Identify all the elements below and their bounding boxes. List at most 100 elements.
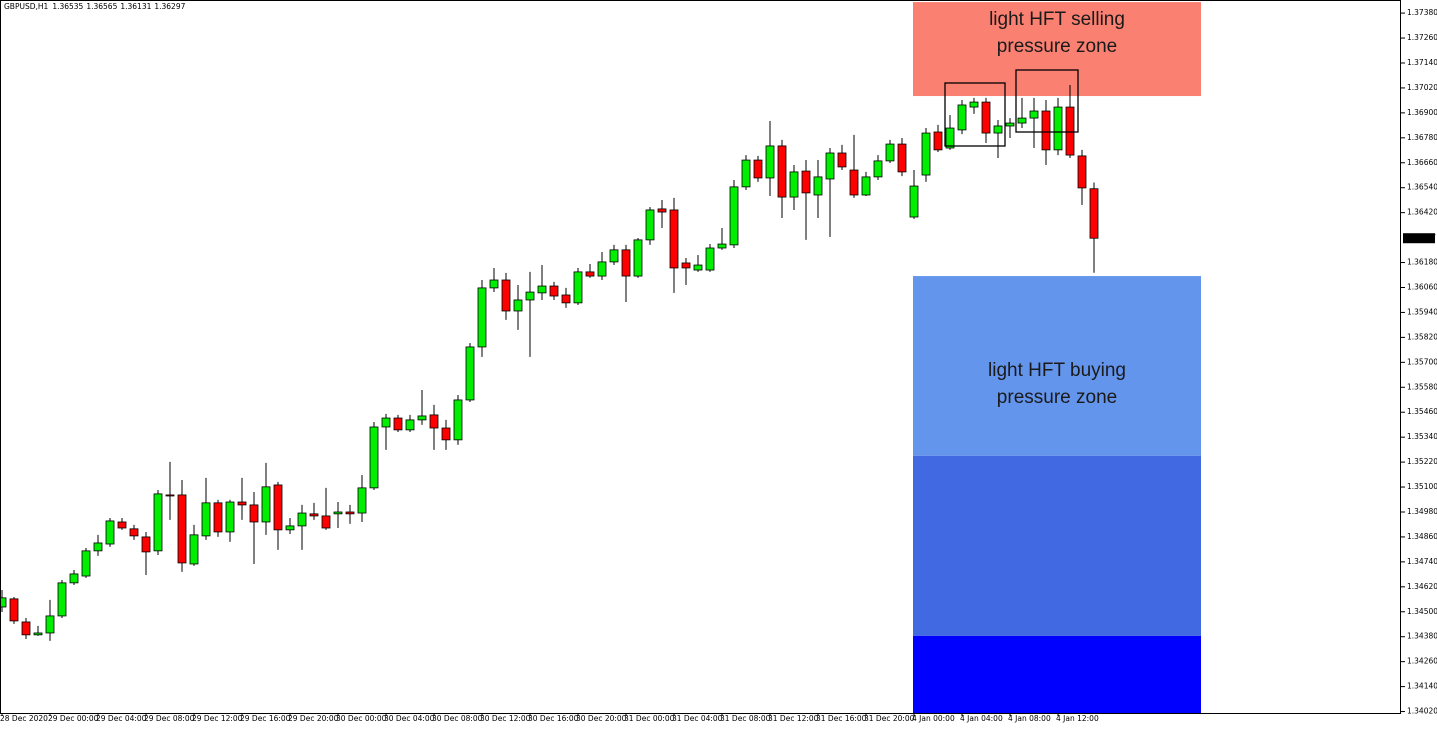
candle-body xyxy=(1065,106,1075,156)
zone-label: pressure zone xyxy=(997,387,1117,408)
y-tick-label: 1.34620 xyxy=(1407,582,1437,591)
y-tick-label: 1.35340 xyxy=(1407,432,1437,441)
candle-body xyxy=(693,264,703,271)
candle-body xyxy=(681,262,691,269)
y-tick-label: 1.37260 xyxy=(1407,33,1437,42)
y-tick-label: 1.36420 xyxy=(1407,208,1437,217)
candle-body xyxy=(813,176,823,196)
x-tick-label: 31 Dec 20:00 xyxy=(864,714,915,723)
candle-body xyxy=(201,502,211,537)
x-tick-label: 31 Dec 08:00 xyxy=(720,714,771,723)
candle-body xyxy=(609,249,619,263)
y-tick-label: 1.35100 xyxy=(1407,482,1437,491)
candle-body xyxy=(345,511,355,515)
candle-body xyxy=(837,152,847,168)
y-tick-label: 1.34980 xyxy=(1407,507,1437,516)
x-tick-label: 30 Dec 16:00 xyxy=(528,714,579,723)
y-tick-label: 1.34500 xyxy=(1407,607,1437,616)
y-tick-label: 1.37380 xyxy=(1407,8,1437,17)
candle-body xyxy=(273,484,283,531)
highlight-box xyxy=(1015,69,1079,133)
highlight-box xyxy=(944,82,1006,147)
candle-body xyxy=(189,534,199,565)
candle-body xyxy=(177,494,187,564)
y-tick-label: 1.37020 xyxy=(1407,83,1437,92)
candle-body xyxy=(285,525,295,531)
candle-body xyxy=(573,271,583,304)
x-tick-label: 31 Dec 00:00 xyxy=(624,714,675,723)
candle-body xyxy=(81,550,91,577)
candle-body xyxy=(369,426,379,489)
y-tick-label: 1.36780 xyxy=(1407,133,1437,142)
x-tick-label: 31 Dec 16:00 xyxy=(816,714,867,723)
candle-body xyxy=(165,494,175,497)
y-tick-label: 1.35580 xyxy=(1407,382,1437,391)
candle-body xyxy=(93,542,103,552)
header-open: 1.36535 xyxy=(52,2,83,11)
candle-body xyxy=(45,615,55,634)
candle-body xyxy=(405,419,415,431)
current-price-label: 1.36297 xyxy=(1405,233,1436,242)
x-tick-label: 29 Dec 08:00 xyxy=(144,714,195,723)
candle-body xyxy=(417,415,427,421)
candle-body xyxy=(33,632,43,636)
candle-body xyxy=(969,101,979,108)
zone xyxy=(913,2,1201,97)
candle-body xyxy=(549,285,559,297)
zone xyxy=(913,276,1201,456)
header-close: 1.36297 xyxy=(154,2,185,11)
x-tick-label: 31 Dec 04:00 xyxy=(672,714,723,723)
candle-body xyxy=(741,159,751,188)
y-tick-label: 1.36900 xyxy=(1407,108,1437,117)
candle-body xyxy=(393,417,403,431)
symbol: GBPUSD,H1 xyxy=(4,2,49,11)
candle-body xyxy=(357,487,367,514)
zone-label: light HFT selling xyxy=(989,9,1125,30)
candle-body xyxy=(477,287,487,348)
x-tick-label: 30 Dec 12:00 xyxy=(480,714,531,723)
x-tick-label: 4 Jan 08:00 xyxy=(1008,714,1051,723)
candle-body xyxy=(909,185,919,218)
candle-body xyxy=(1077,155,1087,189)
candle-body xyxy=(825,152,835,180)
candle-body xyxy=(753,159,763,179)
candle-body xyxy=(849,169,859,196)
candle-body xyxy=(861,176,871,196)
candle-body xyxy=(561,294,571,304)
candle-body xyxy=(597,261,607,277)
x-tick-label: 29 Dec 20:00 xyxy=(288,714,339,723)
candle-body xyxy=(321,515,331,529)
candle-body xyxy=(1029,110,1039,119)
candle-body xyxy=(441,427,451,441)
candle-body xyxy=(957,104,967,131)
candle-body xyxy=(633,239,643,277)
candle-body xyxy=(885,143,895,162)
candle-body xyxy=(117,521,127,529)
candle-body xyxy=(297,512,307,527)
y-tick-label: 1.34380 xyxy=(1407,632,1437,641)
y-tick-label: 1.34140 xyxy=(1407,682,1437,691)
x-tick-label: 30 Dec 08:00 xyxy=(432,714,483,723)
candle-body xyxy=(525,291,535,301)
zone xyxy=(913,455,1201,636)
candle-body xyxy=(21,621,31,636)
y-tick-label: 1.35700 xyxy=(1407,357,1437,366)
candle-body xyxy=(729,186,739,246)
candle-body xyxy=(141,536,151,553)
y-tick-label: 1.36060 xyxy=(1407,282,1437,291)
x-tick-label: 31 Dec 12:00 xyxy=(768,714,819,723)
header-low: 1.36131 xyxy=(120,2,151,11)
candle-body xyxy=(993,125,1003,134)
candle-body xyxy=(501,279,511,312)
candle-body xyxy=(153,493,163,552)
candle-body xyxy=(69,573,79,584)
candle-body xyxy=(465,346,475,401)
candle-body xyxy=(513,299,523,312)
candle-body xyxy=(261,486,271,523)
candle-body xyxy=(0,597,7,608)
candle-body xyxy=(921,132,931,176)
zone xyxy=(913,635,1201,713)
x-tick-label: 30 Dec 04:00 xyxy=(384,714,435,723)
candle-body xyxy=(213,502,223,533)
